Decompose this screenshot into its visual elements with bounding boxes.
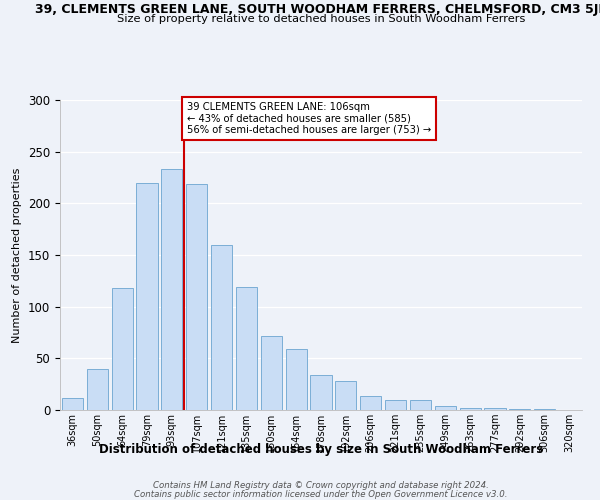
Bar — [211, 244, 232, 410]
Bar — [62, 398, 83, 410]
Text: Contains HM Land Registry data © Crown copyright and database right 2024.: Contains HM Land Registry data © Crown c… — [153, 481, 489, 490]
Bar — [484, 408, 506, 410]
Bar — [161, 169, 182, 410]
Y-axis label: Number of detached properties: Number of detached properties — [13, 168, 22, 342]
Text: Size of property relative to detached houses in South Woodham Ferrers: Size of property relative to detached ho… — [117, 14, 525, 24]
Bar — [335, 381, 356, 410]
Bar — [460, 408, 481, 410]
Bar — [136, 182, 158, 410]
Text: 39, CLEMENTS GREEN LANE, SOUTH WOODHAM FERRERS, CHELMSFORD, CM3 5JP: 39, CLEMENTS GREEN LANE, SOUTH WOODHAM F… — [35, 2, 600, 16]
Bar — [286, 349, 307, 410]
Bar — [87, 368, 108, 410]
Text: Contains public sector information licensed under the Open Government Licence v3: Contains public sector information licen… — [134, 490, 508, 499]
Bar — [112, 288, 133, 410]
Bar — [534, 409, 555, 410]
Bar — [410, 400, 431, 410]
Text: 39 CLEMENTS GREEN LANE: 106sqm
← 43% of detached houses are smaller (585)
56% of: 39 CLEMENTS GREEN LANE: 106sqm ← 43% of … — [187, 102, 431, 136]
Bar — [435, 406, 456, 410]
Text: Distribution of detached houses by size in South Woodham Ferrers: Distribution of detached houses by size … — [99, 442, 543, 456]
Bar — [186, 184, 207, 410]
Bar — [360, 396, 381, 410]
Bar — [236, 287, 257, 410]
Bar — [261, 336, 282, 410]
Bar — [385, 400, 406, 410]
Bar — [310, 375, 332, 410]
Bar — [509, 409, 530, 410]
